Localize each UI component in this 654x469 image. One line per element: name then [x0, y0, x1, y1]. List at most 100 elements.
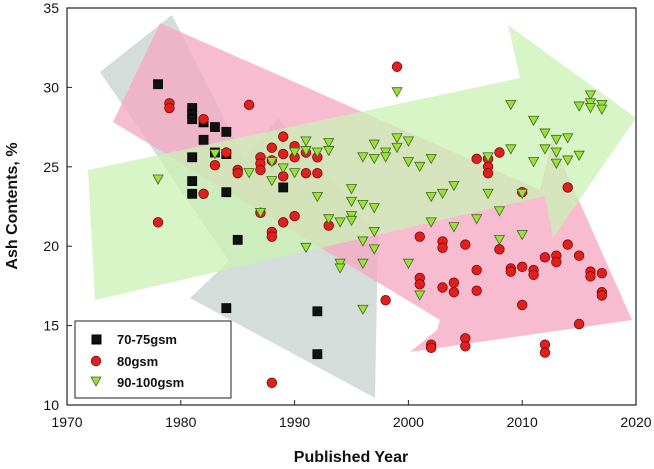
triangle-point — [209, 149, 221, 160]
circle-point — [596, 267, 608, 279]
triangle-point — [266, 176, 278, 187]
square-point — [153, 79, 163, 90]
circle-point — [198, 188, 209, 199]
triangle-point — [516, 230, 528, 241]
triangle-point — [402, 157, 415, 168]
circle-point — [539, 252, 551, 263]
triangle-point — [334, 217, 346, 228]
triangle-point — [505, 99, 517, 111]
triangle-point — [596, 104, 608, 115]
triangle-point — [516, 188, 528, 200]
triangle-point — [357, 236, 369, 247]
triangle-point — [323, 146, 335, 157]
circle-point — [448, 277, 460, 288]
triangle-point — [288, 147, 301, 158]
triangle-point — [573, 150, 585, 162]
circle-point — [494, 147, 505, 158]
circle-point — [414, 231, 425, 242]
circle-point — [551, 256, 562, 268]
triangle-point — [391, 133, 403, 144]
triangle-point — [539, 144, 551, 155]
square-point — [187, 114, 198, 125]
triangle-point — [471, 214, 483, 225]
circle-point — [482, 167, 494, 179]
triangle-point — [584, 90, 597, 101]
circle-point — [278, 148, 289, 160]
circle-point — [460, 341, 471, 352]
green-trend-arrow — [88, 25, 636, 300]
triangle-point — [391, 87, 403, 98]
triangle-point — [584, 103, 597, 114]
legend-label-90-100gsm: 90-100gsm — [117, 375, 184, 390]
triangle-point — [357, 152, 369, 163]
square-point — [210, 122, 220, 132]
triangle-point — [345, 215, 358, 227]
triangle-point — [368, 203, 380, 214]
legend-label-80gsm: 80gsm — [117, 354, 158, 369]
circle-point — [232, 167, 243, 179]
plot-frame — [66, 7, 637, 406]
triangle-point — [562, 155, 574, 166]
square-point — [187, 176, 198, 186]
circle-point — [573, 318, 585, 330]
data-points-layer — [152, 61, 608, 388]
circle-point — [300, 167, 312, 179]
triangle-point — [562, 133, 574, 144]
triangle-point — [391, 142, 403, 154]
triangle-point — [254, 207, 267, 219]
x-tick-label: 2000 — [393, 414, 424, 430]
square-point — [278, 182, 289, 193]
legend-box — [74, 320, 232, 399]
x-tick-label: 2010 — [507, 414, 538, 430]
triangle-point — [368, 139, 380, 150]
legend-triangle-marker — [90, 376, 102, 387]
triangle-point — [402, 258, 415, 269]
legend-square-marker — [91, 334, 102, 345]
triangle-point — [334, 263, 346, 274]
x-tick-label: 1990 — [279, 414, 310, 430]
triangle-point — [152, 174, 164, 185]
circle-point — [266, 231, 278, 242]
legend-label-70-75gsm: 70-75gsm — [117, 332, 177, 347]
triangle-point — [288, 168, 301, 179]
x-tick-label: 1970 — [51, 414, 82, 430]
triangle-point — [448, 222, 460, 233]
square-point — [232, 234, 243, 245]
circle-point — [278, 131, 289, 142]
triangle-point — [425, 217, 437, 228]
circle-point — [562, 182, 573, 193]
y-axis-title: Ash Contents, % — [4, 142, 21, 269]
triangle-point — [550, 147, 563, 158]
triangle-point — [311, 147, 324, 158]
triangle-point — [550, 134, 563, 146]
triangle-point — [493, 234, 506, 246]
circle-point — [312, 167, 323, 179]
circle-point — [425, 342, 437, 354]
x-tick-label: 1980 — [165, 414, 196, 430]
square-point — [221, 303, 232, 314]
circle-point — [562, 239, 573, 250]
circle-point — [414, 279, 425, 290]
y-tick-label: 15 — [43, 318, 59, 334]
circle-point — [528, 269, 539, 280]
triangle-point — [300, 146, 312, 157]
triangle-point — [277, 163, 289, 174]
triangle-point — [300, 136, 312, 147]
triangle-point — [266, 157, 278, 168]
square-point — [221, 126, 232, 137]
circle-point — [437, 242, 448, 253]
circle-point — [471, 153, 482, 165]
triangle-point — [368, 227, 380, 238]
triangle-point — [436, 188, 449, 200]
triangle-point — [539, 128, 551, 139]
legend: 70-75gsm 80gsm 90-100gsm — [74, 320, 232, 399]
triangle-point — [368, 153, 380, 165]
circle-point — [596, 290, 608, 301]
y-tick-label: 25 — [43, 159, 59, 175]
triangle-point — [527, 115, 540, 127]
triangle-point — [425, 153, 437, 165]
y-tick-label: 35 — [43, 0, 59, 16]
triangle-point — [414, 290, 426, 301]
triangle-point — [379, 152, 392, 163]
